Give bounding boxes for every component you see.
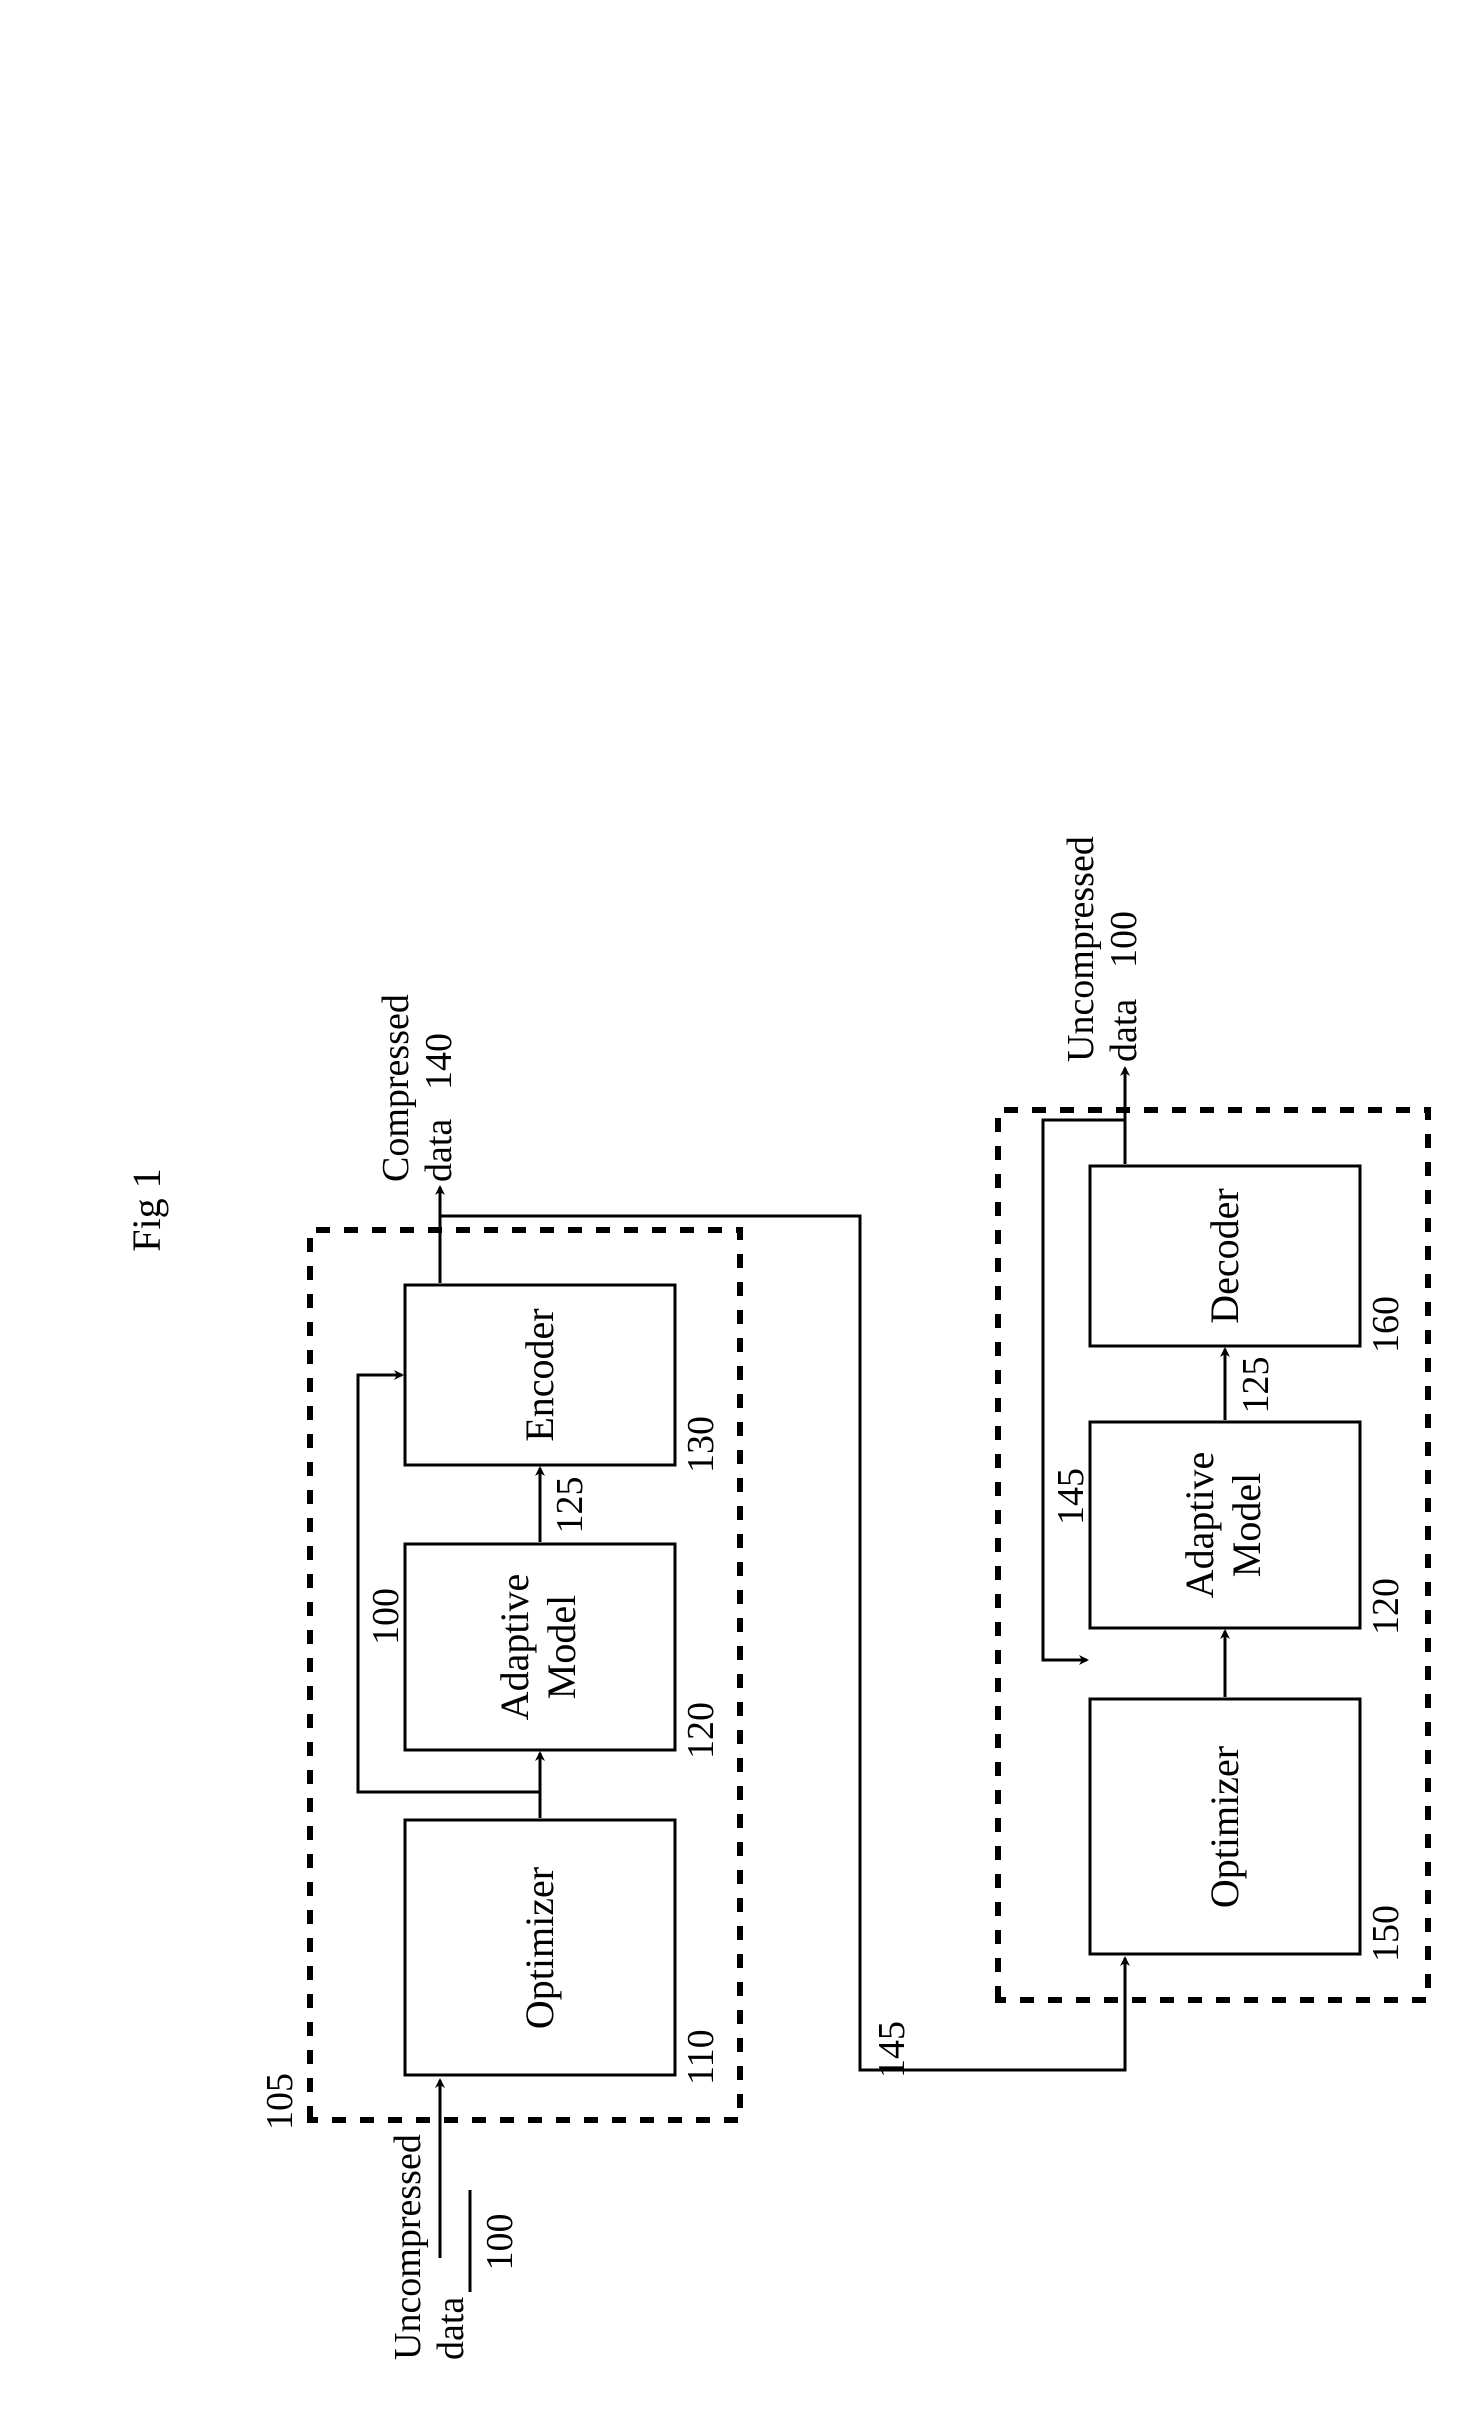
dec-output-line1: Uncompressed — [1060, 836, 1102, 1062]
enc-input-line1: Uncompressed — [387, 2134, 429, 2360]
enc-arrow-model-to-enc-ref: 125 — [549, 1477, 591, 1534]
dec-model-ref: 120 — [1365, 1578, 1407, 1635]
enc-input-ref: 100 — [479, 2214, 521, 2271]
enc-encoder-ref: 130 — [680, 1416, 722, 1473]
dec-output-line2: data — [1103, 999, 1145, 1062]
enc-model-label-top: Adaptive — [492, 1574, 537, 1721]
dec-model-label-top: Adaptive — [1177, 1452, 1222, 1599]
encoder-system-ref: 105 — [259, 2073, 301, 2130]
enc-model-label-bottom: Model — [539, 1595, 584, 1699]
dec-output-ref: 100 — [1103, 911, 1145, 968]
dec-optimizer-ref: 150 — [1365, 1905, 1407, 1962]
enc-output-line2: data — [418, 1119, 460, 1182]
figure-title: Fig 1 — [124, 1168, 169, 1251]
enc-to-dec-ref: 145 — [871, 2021, 913, 2078]
dec-decoder-ref: 160 — [1365, 1296, 1407, 1353]
dec-decoder-label: Decoder — [1202, 1188, 1247, 1323]
enc-feedback-ref: 100 — [365, 1588, 407, 1645]
enc-optimizer-ref: 110 — [680, 2029, 722, 2085]
enc-output-ref: 140 — [418, 1033, 460, 1090]
dec-arrow-model-to-dec-ref: 125 — [1235, 1357, 1277, 1414]
enc-model-ref: 120 — [680, 1702, 722, 1759]
dec-feedback-ref: 145 — [1050, 1468, 1092, 1525]
enc-output-line1: Compressed — [375, 994, 417, 1182]
enc-encoder-label: Encoder — [517, 1308, 562, 1441]
dec-optimizer-label: Optimizer — [1202, 1746, 1247, 1908]
enc-input-line2: data — [430, 2297, 472, 2360]
dec-model-label-bottom: Model — [1224, 1473, 1269, 1577]
enc-optimizer-label: Optimizer — [517, 1867, 562, 2029]
